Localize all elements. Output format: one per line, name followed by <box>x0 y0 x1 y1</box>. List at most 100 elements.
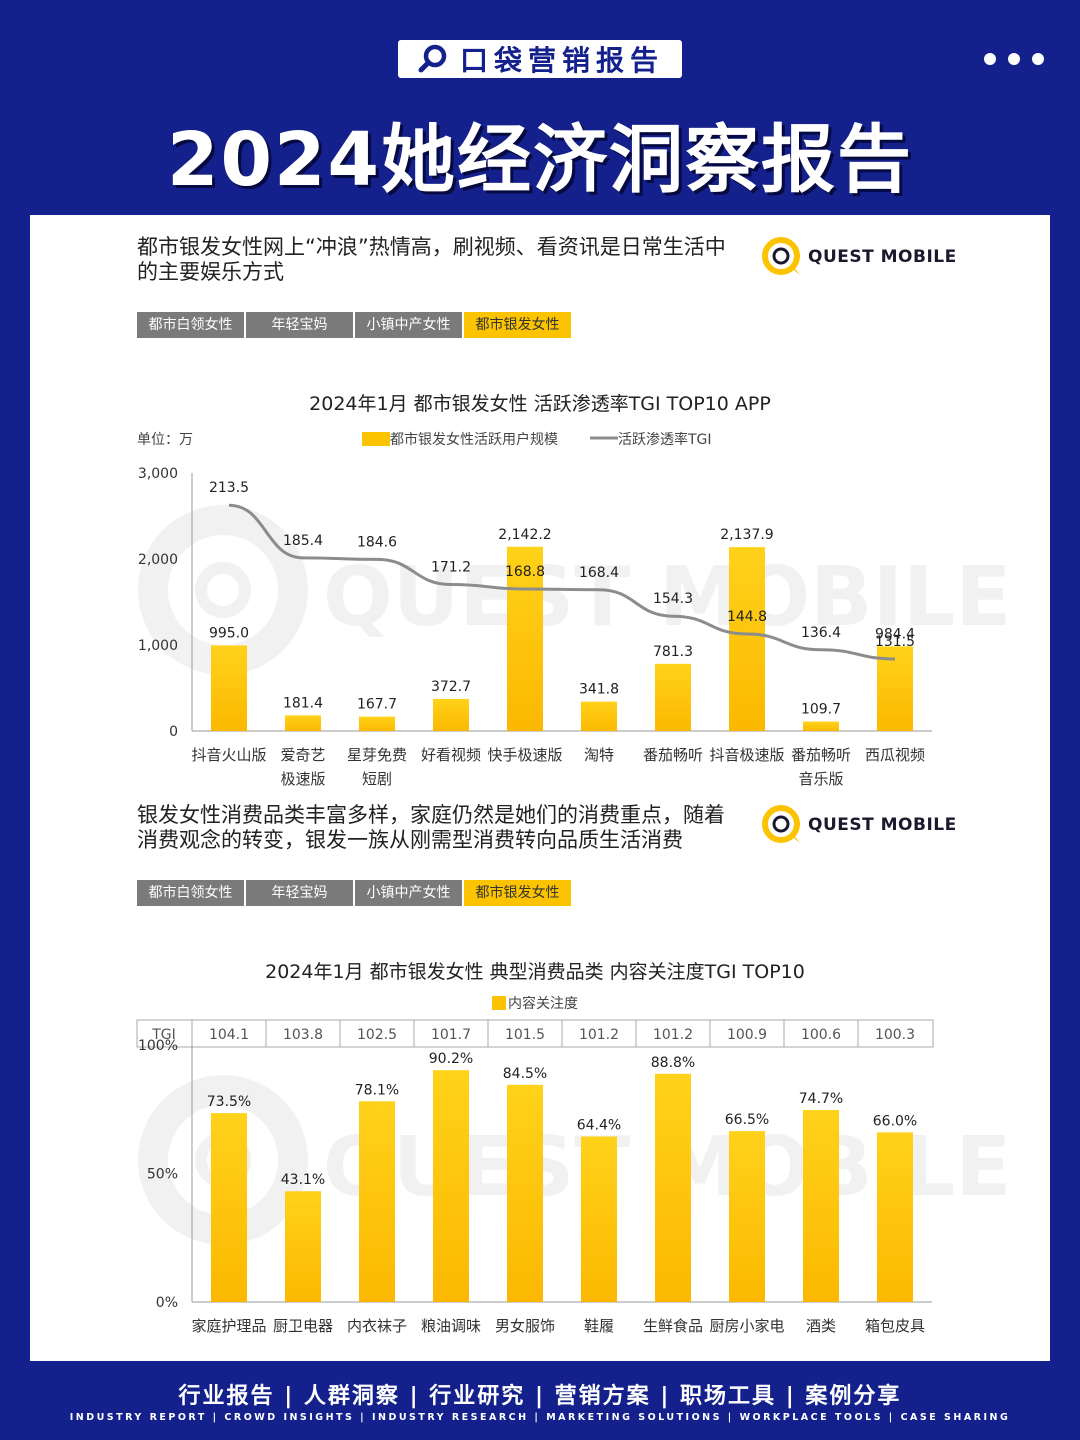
bar <box>729 547 765 731</box>
footer-separator: | <box>721 1412 740 1423</box>
footer-link[interactable]: 职场工具 <box>680 1384 777 1409</box>
tgi-value-label: 171.2 <box>431 560 471 576</box>
bar <box>211 645 247 731</box>
tgi-table-cell: 102.5 <box>357 1027 397 1043</box>
footer-link[interactable]: 行业报告 <box>178 1384 275 1409</box>
y-tick-label: 3,000 <box>138 466 178 482</box>
tgi-table <box>136 1019 934 1048</box>
tab-urban-silver[interactable]: 都市银发女性 <box>464 312 571 338</box>
tab-urban-white-collar[interactable]: 都市白领女性 <box>137 880 244 906</box>
footer-link-en[interactable]: MARKETING SOLUTIONS <box>546 1412 722 1423</box>
tgi-table-cell: 101.2 <box>653 1027 693 1043</box>
footer-link[interactable]: 营销方案 <box>554 1384 651 1409</box>
more-menu-icon[interactable] <box>984 53 1044 65</box>
bar-value-label: 88.8% <box>651 1055 695 1071</box>
x-tick-label: 抖音火山版 <box>191 746 266 764</box>
x-tick-label: 西瓜视频 <box>865 746 925 764</box>
bar-value-label: 66.0% <box>873 1113 917 1129</box>
footer-separator: | <box>525 1384 555 1409</box>
tab-young-mom[interactable]: 年轻宝妈 <box>246 312 353 338</box>
footer-link[interactable]: 案例分享 <box>805 1384 902 1409</box>
magnifier-icon <box>418 44 447 73</box>
tab-urban-white-collar[interactable]: 都市白领女性 <box>137 312 244 338</box>
bar-value-label: 43.1% <box>281 1172 325 1188</box>
tab-urban-silver[interactable]: 都市银发女性 <box>464 880 571 906</box>
bar-value-label: 90.2% <box>429 1051 473 1067</box>
bar <box>433 698 469 731</box>
tgi-table-header: TGI <box>151 1027 176 1043</box>
x-tick-label: 番茄畅听 <box>643 746 703 764</box>
x-tick-label: 音乐版 <box>798 770 843 788</box>
footer-separator: | <box>882 1412 901 1423</box>
footer-link[interactable]: 行业研究 <box>429 1384 526 1409</box>
bar <box>655 663 691 731</box>
chart-app-tgi: QUEST MOBILE 2024年1月 都市银发女性 活跃渗透率TGI TOP1… <box>137 393 1011 788</box>
footer-link-en[interactable]: INDUSTRY RESEARCH <box>371 1412 529 1423</box>
tgi-value-label: 184.6 <box>357 534 397 550</box>
bar <box>877 646 913 731</box>
footer-separator: | <box>354 1412 372 1423</box>
footer-separator: | <box>650 1384 681 1409</box>
footer-nav-cn: 行业报告 | 人群洞察 | 行业研究 | 营销方案 | 职场工具 | 案例分享 <box>0 1378 1080 1410</box>
y-tick-label: 1,000 <box>138 638 178 654</box>
x-tick-label: 男女服饰 <box>495 1317 555 1335</box>
tgi-table-cell: 100.6 <box>801 1027 841 1043</box>
tgi-table-cell: 103.8 <box>283 1027 323 1043</box>
tab-town-middle-class[interactable]: 小镇中产女性 <box>355 880 462 906</box>
header-badge: 口袋营销报告 <box>398 40 682 78</box>
tgi-table-cell: 101.2 <box>579 1027 619 1043</box>
y-tick-label: 100% <box>138 1038 178 1054</box>
x-tick-label: 厨卫电器 <box>273 1317 333 1335</box>
questmobile-logo-icon <box>762 237 800 275</box>
legend-label-line: 活跃渗透率TGI <box>618 431 712 448</box>
x-tick-label: 粮油调味 <box>421 1317 481 1335</box>
x-tick-label: 星芽免费 <box>347 746 407 764</box>
tab-young-mom[interactable]: 年轻宝妈 <box>246 880 353 906</box>
tgi-value-label: 168.8 <box>505 564 545 580</box>
footer-separator: | <box>528 1412 547 1423</box>
footer-link[interactable]: 人群洞察 <box>303 1384 400 1409</box>
bar-value-label: 73.5% <box>207 1094 251 1110</box>
footer-nav-en: INDUSTRY REPORT | CROWD INSIGHTS | INDUS… <box>0 1412 1080 1423</box>
footer-link-en[interactable]: WORKPLACE TOOLS <box>739 1412 883 1423</box>
y-tick-label: 0 <box>169 724 178 740</box>
footer-link-en[interactable]: INDUSTRY REPORT <box>69 1412 207 1423</box>
x-tick-label: 厨房小家电 <box>709 1317 784 1335</box>
tgi-value-label: 131.5 <box>875 634 915 650</box>
questmobile-logo-text: QUEST MOBILE <box>808 815 957 835</box>
x-tick-label: 爱奇艺 <box>280 746 325 764</box>
bar-value-label: 66.5% <box>725 1112 769 1128</box>
tab-town-middle-class[interactable]: 小镇中产女性 <box>355 312 462 338</box>
footer-link-en[interactable]: CROWD INSIGHTS <box>224 1412 355 1423</box>
tgi-value-label: 136.4 <box>801 625 841 641</box>
tgi-value-label: 144.8 <box>727 609 767 625</box>
bar <box>729 1131 765 1302</box>
badge-text: 口袋营销报告 <box>459 44 664 77</box>
questmobile-logo-text: QUEST MOBILE <box>808 247 957 267</box>
bar-value-label: 372.7 <box>431 679 471 695</box>
legend-label-bar: 内容关注度 <box>508 995 578 1012</box>
bar <box>211 1113 247 1302</box>
bar <box>655 1073 691 1302</box>
tgi-table-cell: 104.1 <box>209 1027 249 1043</box>
tgi-table-cell: 101.7 <box>431 1027 471 1043</box>
tgi-table-cell: 101.5 <box>505 1027 545 1043</box>
bar <box>803 721 839 731</box>
x-tick-label: 极速版 <box>280 770 325 788</box>
footer-separator: | <box>274 1384 304 1409</box>
x-tick-label: 生鲜食品 <box>643 1317 703 1335</box>
y-tick-label: 2,000 <box>138 552 178 568</box>
footer-separator: | <box>206 1412 225 1423</box>
bar-value-label: 84.5% <box>503 1066 547 1082</box>
tgi-value-label: 154.3 <box>653 591 693 607</box>
bar <box>359 1101 395 1302</box>
bar-value-label: 64.4% <box>577 1117 621 1133</box>
watermark-text: QUEST MOBILE <box>323 550 1011 645</box>
x-tick-label: 箱包皮具 <box>865 1317 925 1335</box>
bar <box>507 546 543 731</box>
page-title: 2024她经济洞察报告 <box>167 117 913 203</box>
bar <box>581 1136 617 1302</box>
footer-link-en[interactable]: CASE SHARING <box>900 1412 1011 1423</box>
x-tick-label: 好看视频 <box>421 746 481 764</box>
legend-label-bar: 都市银发女性活跃用户规模 <box>390 431 558 448</box>
